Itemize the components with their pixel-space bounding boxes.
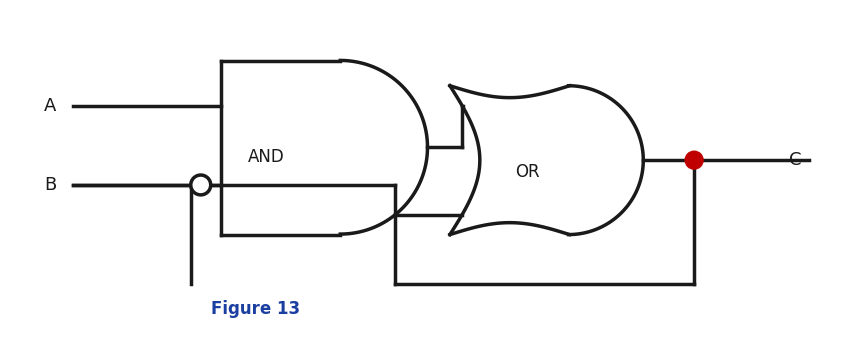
Text: Figure 13: Figure 13	[211, 300, 300, 318]
Text: AND: AND	[248, 148, 285, 166]
Circle shape	[191, 175, 210, 195]
Circle shape	[685, 151, 703, 169]
Text: B: B	[44, 176, 56, 194]
Text: A: A	[43, 96, 56, 114]
Text: C: C	[789, 151, 802, 169]
Text: OR: OR	[515, 163, 540, 181]
